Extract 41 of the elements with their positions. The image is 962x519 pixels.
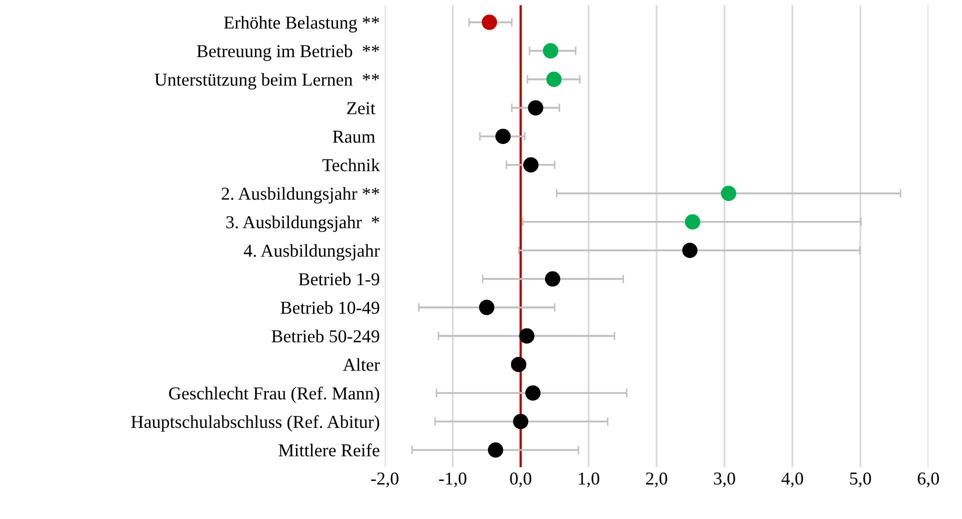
y-tick-label: Zeit — [347, 102, 376, 114]
point — [684, 214, 700, 230]
y-tick-label: 3. Ausbildungsjahr * — [226, 216, 380, 232]
point — [488, 442, 504, 458]
x-tick-label: 3,0 — [714, 472, 736, 488]
point — [544, 271, 560, 287]
point — [528, 100, 544, 116]
point — [720, 186, 736, 202]
point — [546, 72, 562, 87]
x-tick-label: 6,0 — [918, 472, 939, 488]
x-tick-label: -2,0 — [371, 472, 398, 488]
y-tick-label: 2. Ausbildungsjahr ** — [222, 187, 380, 204]
y-tick-label: Raum — [332, 130, 376, 143]
point — [519, 328, 534, 344]
point — [525, 385, 541, 401]
point — [495, 128, 511, 144]
point — [482, 14, 498, 30]
y-tick-label: Betrieb 50-249 — [272, 330, 380, 342]
y-tick-label: 4. Ausbildungsjahr — [244, 244, 380, 261]
y-tick-label: Alter — [343, 358, 380, 371]
y-tick-label: Erhöhte Belastung ** — [224, 16, 380, 32]
y-tick-label: Geschlecht Frau (Ref. Mann) — [169, 386, 380, 404]
y-tick-label: Betrieb 1-9 — [298, 272, 380, 286]
point — [523, 157, 539, 172]
point — [682, 242, 698, 258]
x-tick-label: 2,0 — [646, 472, 668, 488]
y-tick-label: Technik — [322, 158, 380, 172]
y-tick-label: Mittlere Reife — [278, 444, 380, 456]
point — [542, 43, 558, 58]
point — [511, 356, 526, 372]
x-tick-label: 4,0 — [782, 472, 804, 488]
x-tick-label: 0,0 — [510, 472, 532, 488]
point — [513, 414, 528, 430]
y-tick-label: Unterstützung beim Lernen ** — [154, 73, 380, 90]
y-tick-label: Betreuung im Betrieb ** — [196, 44, 380, 61]
x-tick-label: 5,0 — [850, 472, 871, 488]
x-tick-label: 1,0 — [578, 472, 600, 488]
point — [479, 300, 494, 316]
x-tick-label: -1,0 — [439, 472, 466, 488]
y-tick-label: Hauptschulabschluss (Ref. Abitur) — [131, 415, 380, 432]
y-tick-label: Betrieb 10-49 — [280, 301, 380, 314]
